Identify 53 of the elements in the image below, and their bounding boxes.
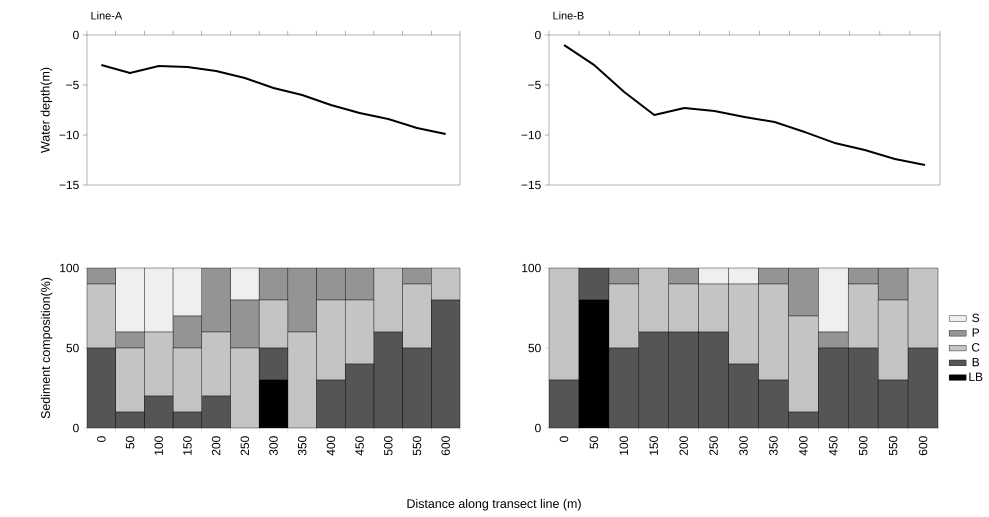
x-tick-label: 500	[858, 436, 868, 456]
x-tick-label: 300	[269, 436, 278, 456]
legend-label: LB	[969, 372, 982, 381]
x-tick-label: 550	[412, 436, 422, 456]
x-tick-label: 400	[799, 436, 808, 456]
y-tick-label: 0	[535, 424, 541, 432]
line-series	[100, 64, 447, 135]
x-tick-label: 150	[183, 436, 192, 455]
y-tick-label: −15	[60, 180, 79, 190]
y-tick-label: 0	[73, 424, 79, 432]
legend-label: C	[972, 343, 980, 352]
y-tick-label: −5	[528, 80, 541, 90]
y-axis-title: Sediment composition(%)	[40, 278, 52, 418]
x-axis-title: Distance along transect line (m)	[407, 498, 581, 510]
y-axis-title: Water depth(m)	[40, 68, 52, 153]
bar	[258, 348, 288, 380]
y-tick-label: 0	[73, 30, 79, 40]
y-tick-label: −5	[66, 80, 79, 90]
x-tick-label: 50	[126, 436, 134, 449]
x-tick-label: 450	[829, 436, 838, 456]
y-tick-label: −15	[522, 180, 541, 190]
x-tick-label: 250	[709, 436, 718, 456]
x-tick-label: 200	[212, 436, 220, 456]
y-tick-label: 100	[60, 264, 79, 272]
x-tick-label: 350	[298, 436, 306, 456]
x-tick-label: 350	[769, 436, 778, 456]
x-tick-label: 500	[384, 436, 392, 456]
x-tick-label: 200	[679, 436, 688, 456]
x-tick-label: 50	[590, 436, 598, 449]
legend-label: S	[972, 314, 980, 322]
legend-label: P	[972, 328, 980, 337]
y-tick-label: 0	[535, 30, 541, 40]
x-tick-label: 450	[355, 436, 364, 456]
x-tick-label: 0	[560, 436, 568, 442]
y-tick-label: 100	[522, 264, 541, 272]
x-tick-label: 100	[620, 436, 628, 455]
x-tick-label: 250	[240, 436, 250, 456]
chart-title: Line-B	[553, 11, 584, 20]
x-tick-label: 600	[441, 436, 450, 456]
x-tick-label: 300	[739, 436, 748, 456]
x-tick-label: 150	[650, 436, 658, 455]
y-tick-label: −10	[522, 130, 541, 140]
x-tick-label: 550	[888, 436, 898, 456]
legend-label: B	[972, 358, 980, 366]
x-tick-label: 100	[154, 436, 163, 455]
x-tick-label: 0	[97, 436, 106, 442]
y-tick-label: 50	[66, 344, 79, 352]
x-tick-label: 400	[326, 436, 336, 456]
chart-title: Line-A	[91, 11, 122, 20]
y-tick-label: 50	[528, 344, 541, 352]
line-series	[563, 44, 926, 166]
x-tick-label: 600	[918, 436, 928, 456]
y-tick-label: −10	[60, 130, 79, 140]
